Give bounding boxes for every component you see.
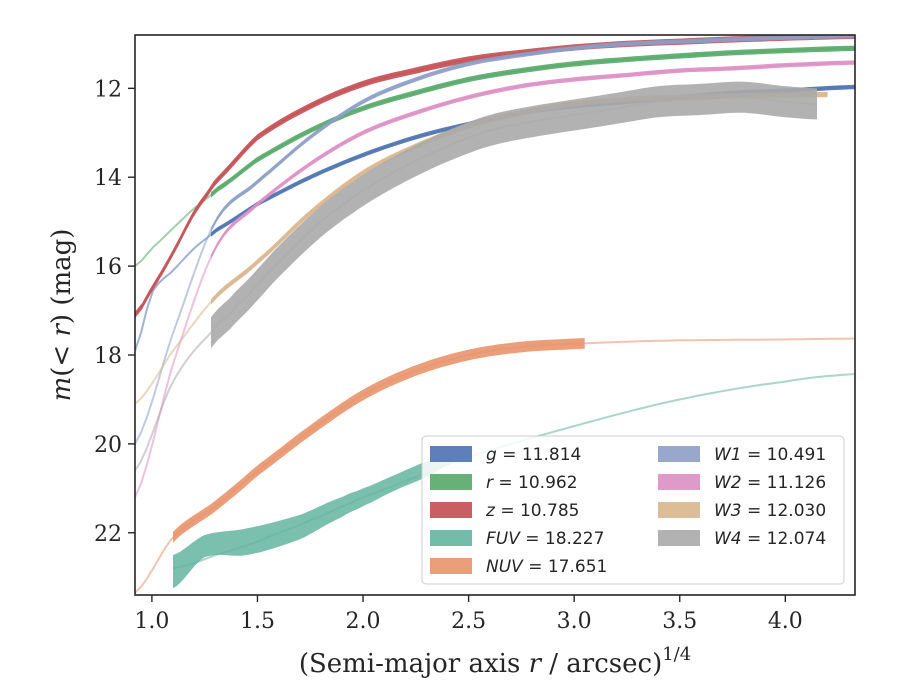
y-tick-label: 22 [94, 522, 122, 547]
legend-label-NUV: NUV = 17.651 [486, 557, 607, 577]
legend-label-W1: W1 = 10.491 [714, 445, 826, 465]
y-tick-label: 14 [94, 166, 122, 191]
plot-frame [134, 34, 856, 596]
legend-box [421, 435, 845, 585]
legend-label-W4: W4 = 12.074 [714, 529, 826, 549]
legend-swatch-g [430, 446, 472, 462]
x-tick-label: 2.0 [346, 609, 381, 634]
legend-swatch-NUV [430, 558, 472, 574]
y-axis-label: m(< r) (mag) [47, 229, 77, 402]
legend: g = 11.814 r = 10.962 z = 10.785 FUV = 18.2… [421, 435, 845, 585]
legend-label-W2: W2 = 11.126 [714, 473, 826, 493]
model-line-r [135, 47, 855, 267]
axis-labels: (Semi-major axis r / arcsec)1/4 m(< r) (m… [47, 229, 691, 679]
model-line-W4 [135, 96, 818, 472]
x-tick-label: 1.0 [134, 609, 169, 634]
legend-label-FUV: FUV = 18.227 [486, 529, 604, 549]
data-band-z [135, 35, 855, 319]
x-tick-label: 3.5 [662, 609, 697, 634]
y-tick-label: 12 [94, 77, 122, 102]
y-tick-label: 20 [94, 433, 122, 458]
legend-swatch-r [430, 474, 472, 490]
legend-swatch-z [430, 502, 472, 518]
legend-swatch-FUV [430, 530, 472, 546]
x-tick-label: 1.5 [240, 609, 275, 634]
x-tick-label: 3.0 [557, 609, 592, 634]
plot-area [135, 35, 855, 594]
y-tick-label: 18 [94, 344, 122, 369]
data-band-W4 [211, 81, 817, 349]
legend-swatch-W4 [658, 530, 700, 546]
x-tick-label: 4.0 [768, 609, 803, 634]
axes: 1.0 1.5 2.0 2.5 3.0 3.5 4.0 12 14 16 18 20 22 [94, 34, 856, 634]
legend-label-z: z = 10.785 [485, 501, 579, 521]
x-tick-label: 2.5 [451, 609, 486, 634]
y-tick-label: 16 [94, 255, 122, 280]
legend-swatch-W1 [658, 446, 700, 462]
legend-label-g: g = 11.814 [486, 445, 581, 465]
legend-label-r: r = 10.962 [486, 473, 578, 493]
legend-swatch-W3 [658, 502, 700, 518]
legend-swatch-W2 [658, 474, 700, 490]
data-band-FUV [173, 455, 452, 589]
legend-label-W3: W3 = 12.030 [714, 501, 826, 521]
x-axis-label: (Semi-major axis r / arcsec)1/4 [299, 644, 691, 679]
